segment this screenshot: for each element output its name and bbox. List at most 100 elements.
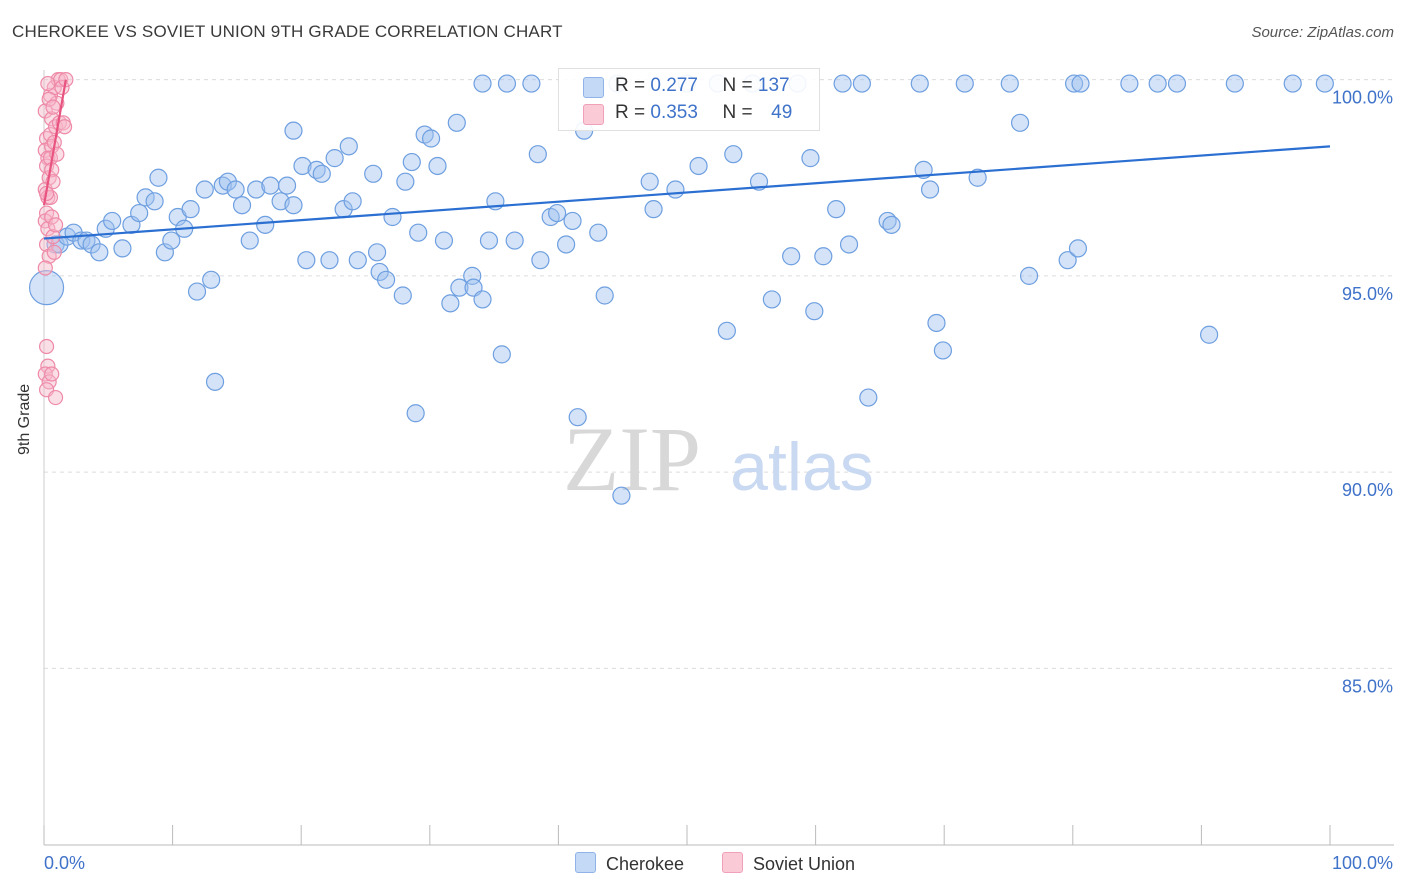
cherokee-point xyxy=(1000,74,1019,93)
cherokee-point xyxy=(1167,74,1187,93)
cherokee-point xyxy=(402,152,421,172)
cherokee-point xyxy=(1200,325,1219,344)
bottom-legend-soviet-union: Soviet Union xyxy=(722,852,855,875)
cherokee-point xyxy=(782,247,801,266)
soviet-union-point xyxy=(46,244,62,260)
cherokee-point xyxy=(640,172,659,191)
cherokee-point xyxy=(557,235,576,254)
cherokee-point xyxy=(364,164,383,183)
cherokee-point xyxy=(421,129,441,148)
cherokee-point xyxy=(528,145,547,164)
r-label: R = xyxy=(615,75,646,96)
cherokee-point xyxy=(348,251,367,270)
cherokee-point xyxy=(441,294,460,313)
cherokee-point xyxy=(548,203,567,223)
soviet-union-point xyxy=(40,75,56,92)
cherokee-point xyxy=(195,180,214,199)
y-tick-label-90: 90.0% xyxy=(1342,480,1393,500)
chart-title: CHEROKEE VS SOVIET UNION 9TH GRADE CORRE… xyxy=(12,22,563,41)
cherokee-point xyxy=(409,223,428,242)
cherokee-point xyxy=(492,345,511,364)
cherokee-point xyxy=(473,290,492,309)
y-tick-label-85: 85.0% xyxy=(1342,676,1393,696)
cherokee-point xyxy=(284,196,303,215)
cherokee-point xyxy=(933,341,953,360)
cherokee-point xyxy=(28,270,65,306)
cherokee-point xyxy=(612,486,631,505)
cherokee-point xyxy=(320,251,339,270)
watermark-zip: ZIP xyxy=(563,408,701,510)
cherokee-point xyxy=(406,404,425,423)
cherokee-point xyxy=(325,149,344,168)
correlation-legend: R = 0.277 N = 137 R = 0.353 N = 49 xyxy=(558,68,820,131)
cherokee-point xyxy=(103,211,122,231)
cherokee-point xyxy=(339,137,358,156)
n-label: N = xyxy=(722,75,753,96)
cherokee-point xyxy=(839,235,859,254)
cherokee-point xyxy=(563,211,582,231)
cherokee-point xyxy=(450,278,469,297)
cherokee-point xyxy=(383,207,402,227)
x-tick-label-max: 100.0% xyxy=(1332,853,1393,873)
cherokee-point xyxy=(814,247,833,266)
cherokee-point xyxy=(717,321,736,340)
y-tick-label-100: 100.0% xyxy=(1332,88,1393,108)
soviet-union-r-value: 0.353 xyxy=(650,102,698,123)
soviet-union-n-value: 49 xyxy=(771,102,793,123)
cherokee-point xyxy=(827,200,846,219)
cherokee-point xyxy=(181,200,200,219)
cherokee-point xyxy=(155,243,174,262)
cherokee-point xyxy=(882,215,901,234)
cherokee-point xyxy=(240,231,259,250)
cherokee-point xyxy=(312,164,331,183)
cherokee-point xyxy=(247,180,266,199)
cherokee-point xyxy=(256,215,275,234)
cherokee-point xyxy=(113,239,132,258)
cherokee-point xyxy=(473,74,492,93)
cherokee-legend-icon xyxy=(575,852,596,873)
n-label: N = xyxy=(722,102,753,123)
soviet-union-point xyxy=(40,221,56,237)
cherokee-point xyxy=(376,270,396,289)
cherokee-trend-line xyxy=(43,145,1331,240)
cherokee-point xyxy=(479,231,499,250)
tick-labels: 85.0% 90.0% 95.0% 100.0% 0.0% 100.0% xyxy=(44,88,1393,873)
cherokee-n-value: 137 xyxy=(757,75,790,96)
cherokee-point xyxy=(666,180,685,199)
cherokee-point xyxy=(393,286,412,305)
cherokee-point xyxy=(226,180,245,199)
cherokee-point xyxy=(428,156,447,176)
cherokee-point xyxy=(689,156,708,176)
cherokee-point xyxy=(343,192,362,211)
cherokee-point xyxy=(762,290,781,309)
cherokee-point xyxy=(1315,74,1334,93)
cherokee-point xyxy=(505,231,524,250)
cherokee-point xyxy=(497,74,517,93)
source-label: Source: ZipAtlas.com xyxy=(1251,24,1394,41)
cherokee-point xyxy=(284,121,303,140)
soviet-union-point xyxy=(56,119,73,135)
cherokee-point xyxy=(277,176,297,195)
cherokee-point xyxy=(859,388,878,407)
cherokee-point xyxy=(644,200,663,219)
cherokee-point xyxy=(202,270,221,289)
cherokee-point xyxy=(1019,266,1039,285)
cherokee-point xyxy=(589,223,608,242)
cherokee-point xyxy=(261,176,280,195)
soviet-union-point xyxy=(44,366,60,382)
watermark: ZIP atlas xyxy=(563,408,874,510)
cherokee-point xyxy=(367,243,387,262)
cherokee-point xyxy=(136,188,155,207)
cherokee-point xyxy=(1120,74,1139,93)
cherokee-point xyxy=(1148,74,1167,93)
soviet-union-swatch-icon xyxy=(583,104,604,125)
cherokee-point xyxy=(724,145,743,164)
cherokee-point xyxy=(801,149,820,168)
cherokee-point xyxy=(187,282,207,301)
cherokee-point xyxy=(434,231,454,250)
bottom-legend-cherokee: Cherokee xyxy=(575,852,684,875)
grid-lines xyxy=(44,79,1394,669)
cherokee-point xyxy=(1283,74,1302,93)
cherokee-point xyxy=(205,372,225,391)
